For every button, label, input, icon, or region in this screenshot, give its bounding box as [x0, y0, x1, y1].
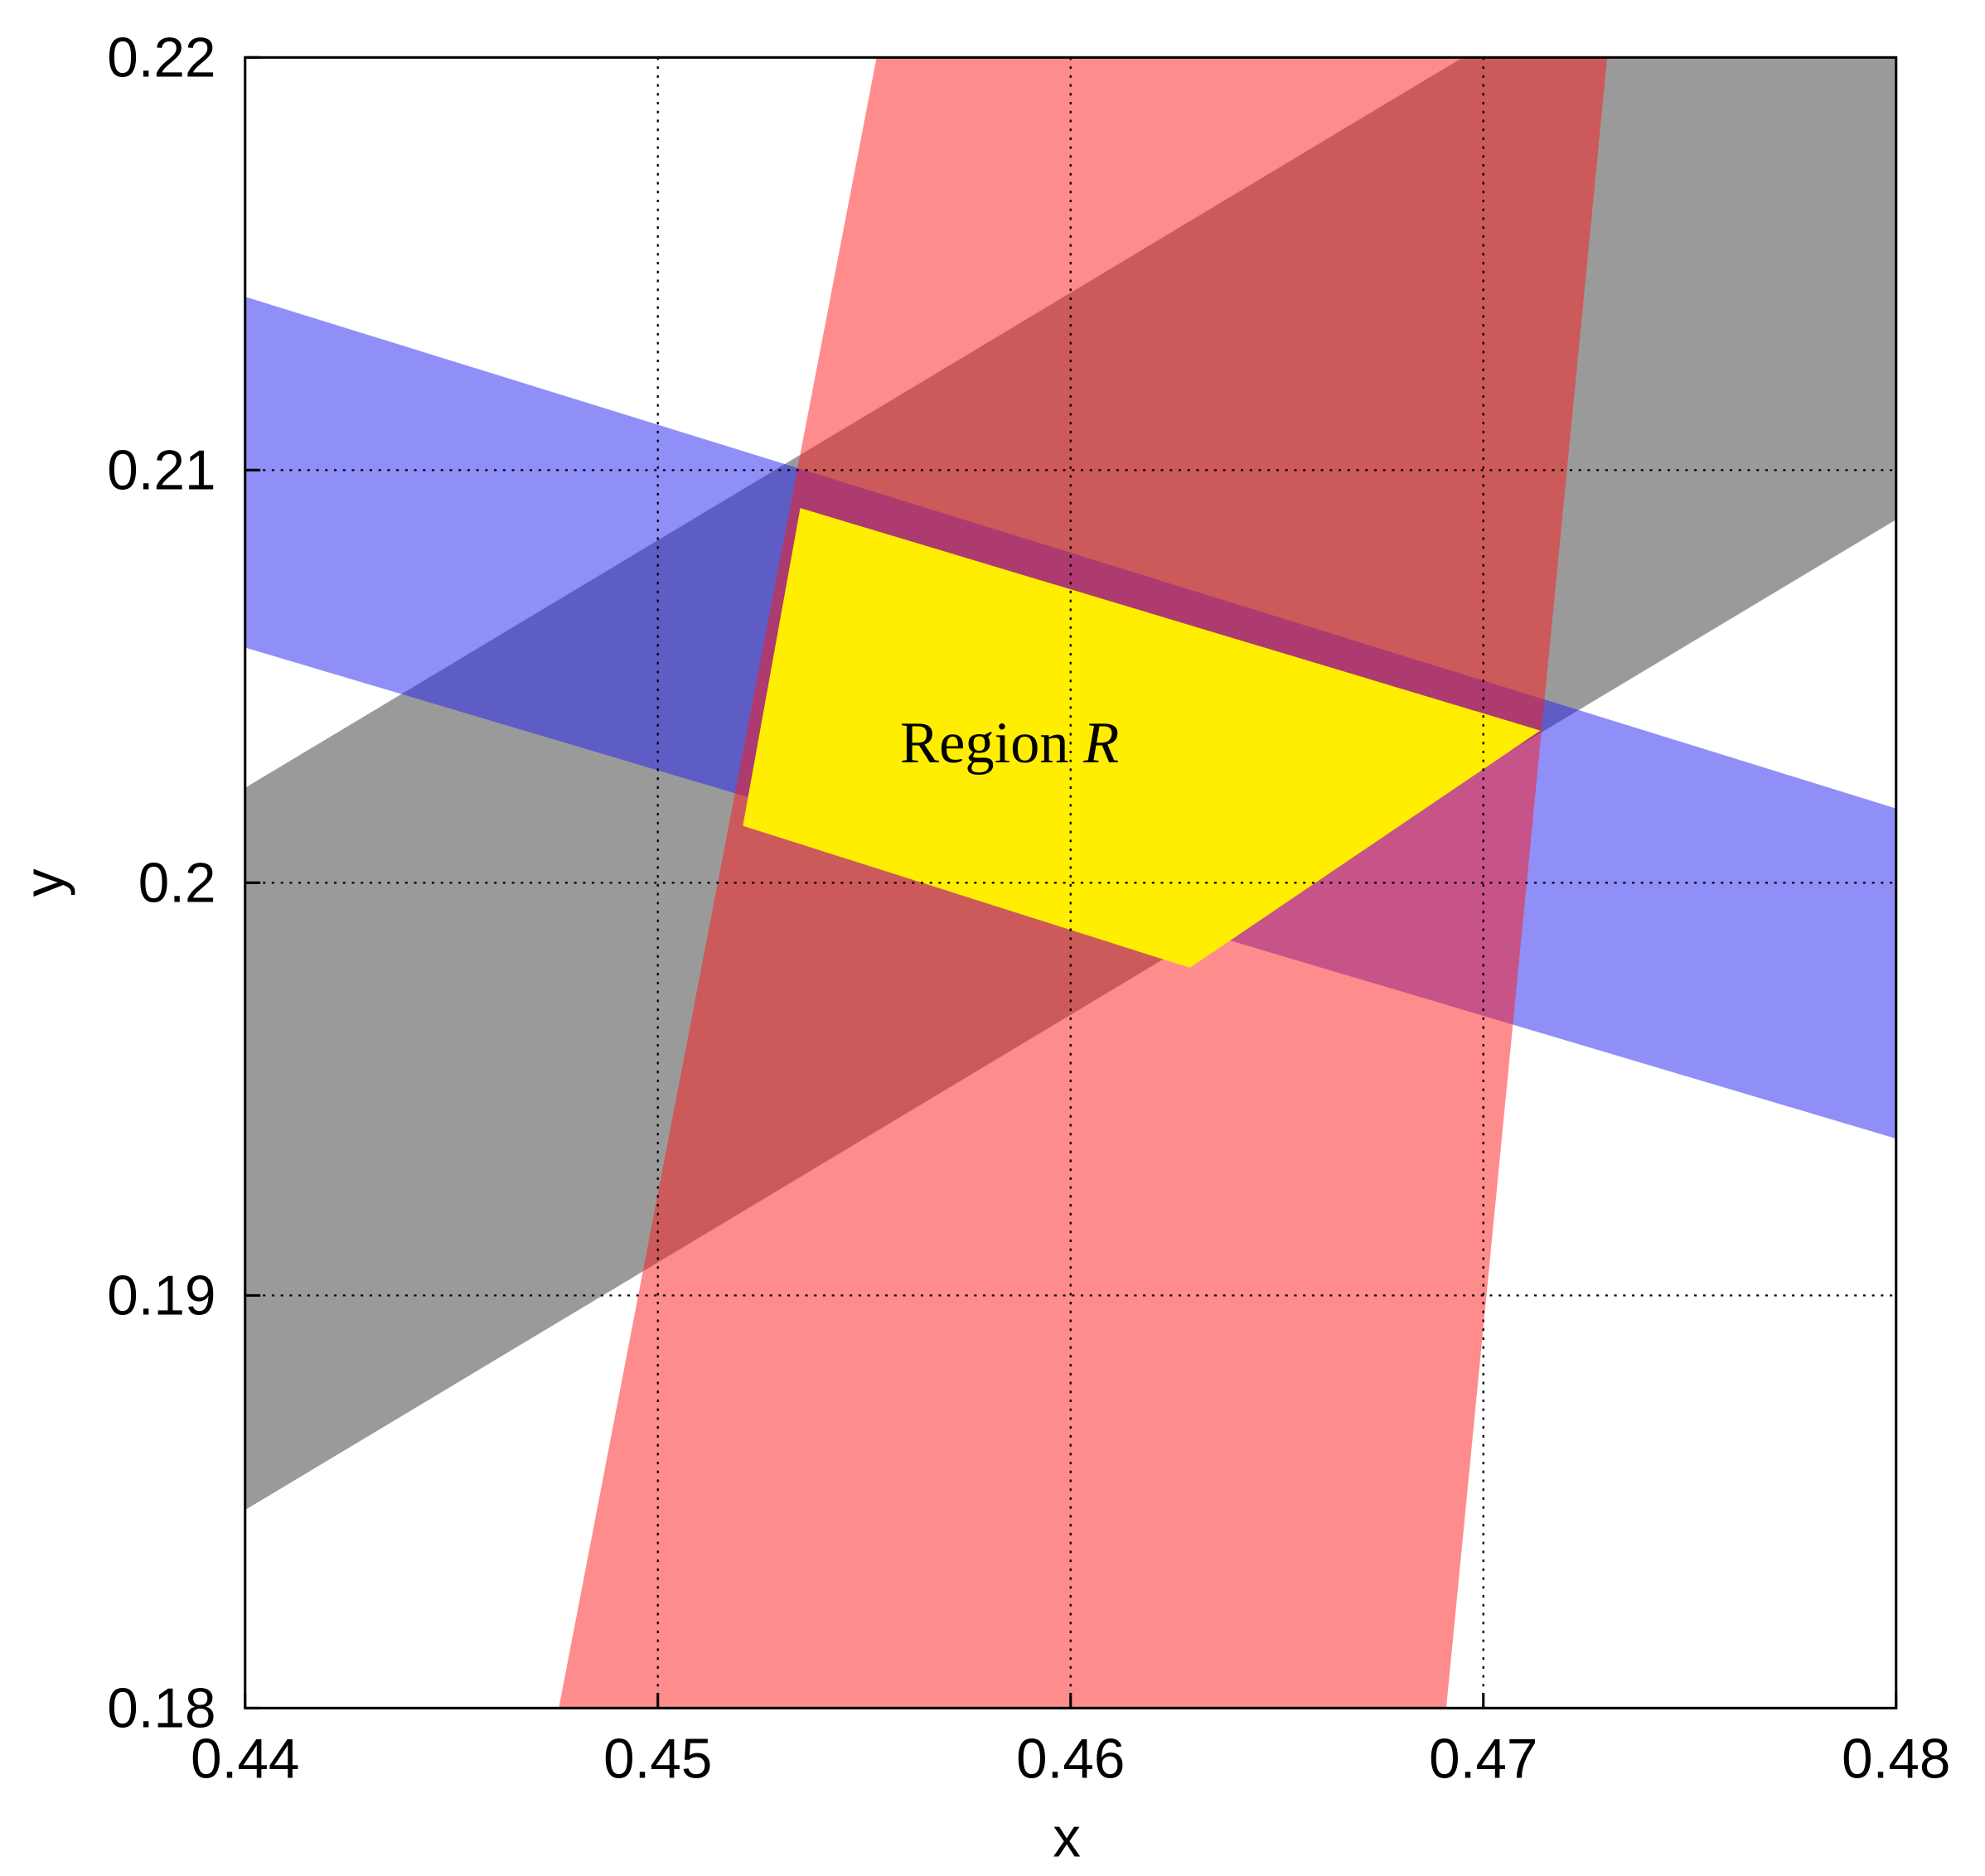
x-tick-label: 0.47 — [1429, 1729, 1537, 1791]
annotation-variable: R — [1082, 711, 1119, 776]
axes-frame — [244, 56, 1898, 1709]
y-tick-label: 0.21 — [107, 439, 215, 501]
y-tick-label: 0.19 — [107, 1264, 215, 1327]
y-tick-label: 0.22 — [107, 27, 215, 89]
annotation-text: Region — [900, 711, 1069, 776]
x-tick-label: 0.46 — [1016, 1729, 1125, 1791]
y-tick-label: 0.18 — [107, 1677, 215, 1739]
region — [743, 508, 1541, 968]
x-tick-label: 0.45 — [603, 1729, 712, 1791]
x-tick-label: 0.44 — [191, 1729, 299, 1791]
x-tick-label: 0.48 — [1842, 1729, 1950, 1791]
y-tick-label: 0.2 — [138, 852, 216, 914]
x-axis-label: x — [1053, 1807, 1081, 1869]
annotation: Region R — [900, 711, 1119, 776]
y-axis-label: y — [14, 868, 76, 897]
